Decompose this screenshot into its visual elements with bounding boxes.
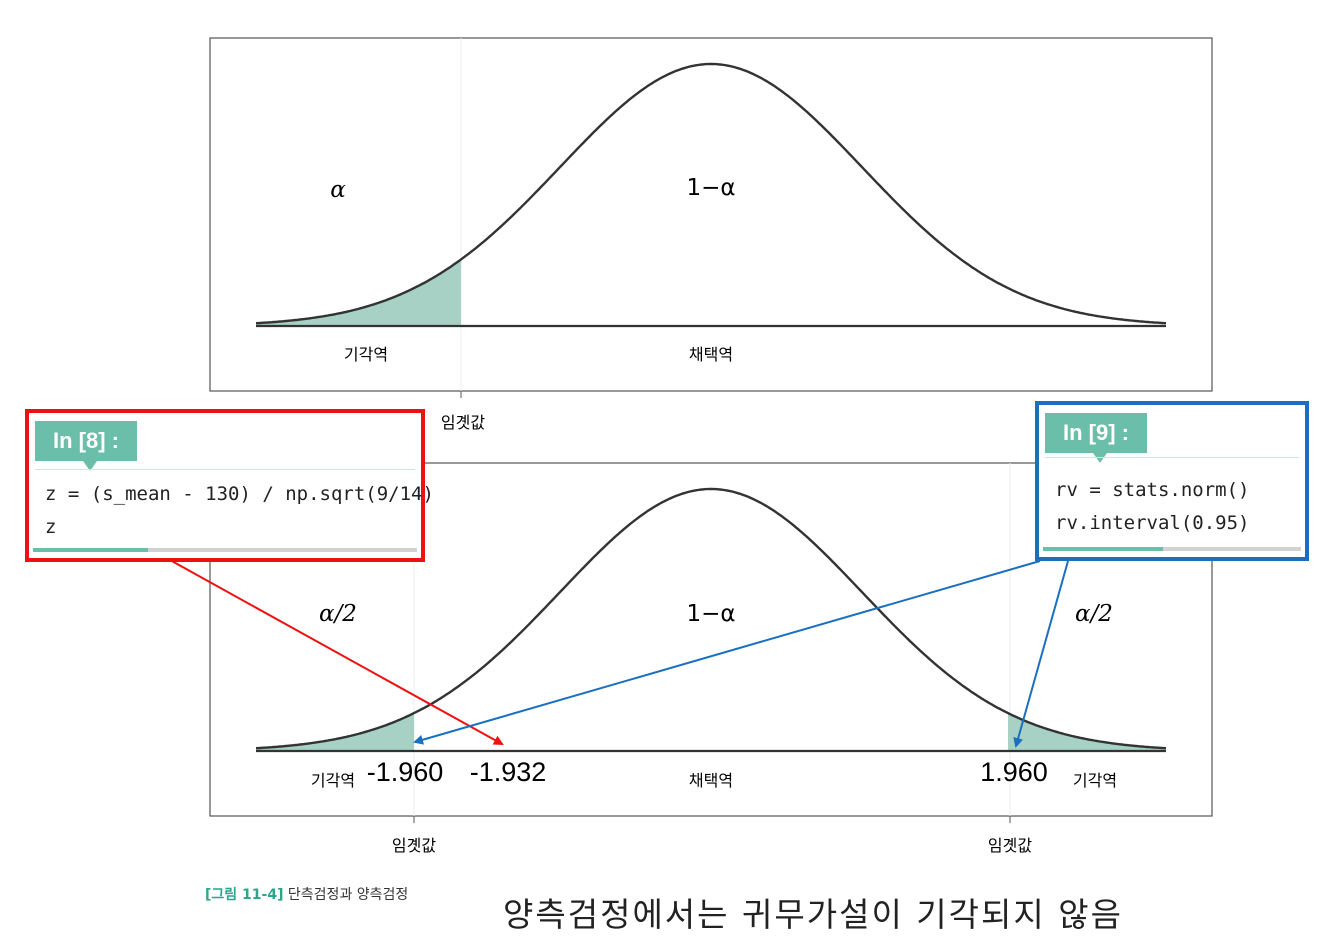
top-one-minus-alpha-label: 1−α [686, 175, 735, 201]
bottom-rejection-label-left: 기각역 [311, 771, 355, 790]
value-right-critical: 1.960 [980, 757, 1048, 787]
code-cell-9-tag: In [9] : [1045, 413, 1147, 463]
code-cell-9-separator [1045, 457, 1299, 458]
code-cell-9-scrollbar-thumb[interactable] [1043, 547, 1163, 551]
top-rejection-label: 기각역 [344, 345, 388, 364]
code-cell-8-tag: In [8] : [35, 421, 137, 471]
bottom-rejection-area-right [1008, 713, 1166, 751]
bottom-alpha-half-left: α/2 [319, 601, 357, 627]
arrow-interval-to-left-critical [413, 560, 1041, 745]
code-cell-8-scrollbar-thumb[interactable] [33, 548, 148, 552]
code-cell-in-8: In [8] : z = (s_mean - 130) / np.sqrt(9/… [25, 409, 434, 562]
value-left-critical: -1.960 [367, 757, 444, 787]
code-cell-in-9: In [9] : rv = stats.norm() rv.interval(0… [1035, 401, 1309, 561]
figure-caption-text: 단측검정과 양측검정 [283, 887, 409, 903]
bottom-one-minus-alpha-label: 1−α [686, 601, 735, 627]
bottom-critical-label-left: 임곗값 [392, 836, 436, 855]
top-critical-label: 임곗값 [441, 413, 485, 432]
code-cell-8-separator [35, 469, 415, 470]
code-cell-8-line-2: z [45, 516, 57, 538]
bottom-rejection-area-left [256, 713, 414, 751]
one-sided-panel: α 1−α 기각역 채택역 임곗값 [209, 37, 1213, 432]
code-cell-9-scrollbar[interactable] [1043, 547, 1301, 551]
bottom-critical-label-right: 임곗값 [988, 836, 1032, 855]
code-cell-8-line-1: z = (s_mean - 130) / np.sqrt(9/14) [45, 483, 434, 505]
code-cell-9-line-2: rv.interval(0.95) [1055, 512, 1250, 534]
figure-caption-label: [그림 11-4] [205, 887, 284, 903]
figure-caption: [그림 11-4] 단측검정과 양측검정 [205, 884, 408, 904]
top-rejection-area [256, 259, 461, 326]
arrow-interval-to-right-critical [1013, 560, 1069, 748]
top-acceptance-label: 채택역 [689, 345, 733, 364]
bottom-normal-curve [255, 487, 1167, 750]
top-panel-frame [209, 37, 1213, 392]
top-alpha-label: α [330, 177, 346, 203]
top-normal-curve [255, 62, 1167, 325]
arrow-z-to-value [169, 559, 504, 745]
bottom-alpha-half-right: α/2 [1075, 601, 1113, 627]
two-sided-panel: α/2 1−α α/2 기각역 채택역 기각역 임곗값 임곗값 -1.960 -… [209, 462, 1213, 855]
bottom-rejection-label-right: 기각역 [1073, 771, 1117, 790]
value-z-statistic: -1.932 [470, 757, 547, 787]
bottom-panel-frame [209, 462, 1213, 817]
conclusion-note: 양측검정에서는 귀무가설이 기각되지 않음 [503, 895, 1123, 934]
bottom-acceptance-label: 채택역 [689, 771, 733, 790]
code-cell-9-line-1: rv = stats.norm() [1055, 479, 1250, 501]
code-cell-8-scrollbar[interactable] [33, 548, 417, 552]
